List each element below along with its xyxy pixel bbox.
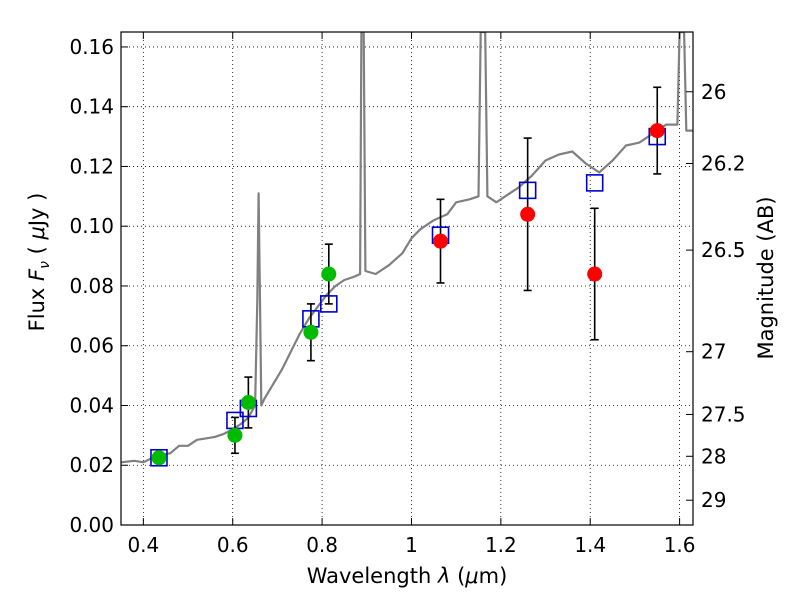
- y-tick-label: 0.16: [69, 35, 114, 59]
- y-axis-nu: ν: [37, 261, 53, 269]
- y-tick-label: 0.12: [69, 154, 114, 178]
- y-tick-label: 0.08: [69, 274, 114, 298]
- y-tick-label: 0.02: [69, 453, 114, 477]
- y-tick-label: 0.14: [69, 95, 114, 119]
- right-tick-label: 27: [701, 340, 726, 364]
- x-axis-paren: (: [450, 564, 465, 588]
- spectrum-line: [121, 32, 693, 464]
- right-tick-label: 28: [701, 444, 726, 468]
- plot-frame: [120, 31, 694, 526]
- y-tick-label: 0.00: [69, 513, 114, 537]
- model-square-series: [150, 127, 667, 467]
- y-tick-label: 0.10: [69, 214, 114, 238]
- model-square: [585, 174, 604, 192]
- grid: [121, 32, 693, 526]
- y-axis-title: Flux Fν ( μJy ): [25, 193, 53, 332]
- right-axis-title: Magnitude (AB): [754, 196, 778, 359]
- green-data-point: [227, 427, 243, 443]
- axis-ticks: 0.4 0.6 0.8 1 1.2 1.4 1.6 0.00 0.02 0.04 0.06 0.08 0…: [69, 32, 746, 557]
- right-tick-label: 27.5: [701, 402, 746, 426]
- y-axis-mu: μ: [25, 226, 49, 240]
- x-tick-label: 0.4: [127, 533, 159, 557]
- x-axis-mu: μ: [464, 564, 478, 588]
- x-axis-title-text: Wavelength: [307, 564, 438, 588]
- green-data-point: [303, 324, 319, 340]
- x-tick-label: 1.4: [574, 533, 606, 557]
- red-data-point: [587, 266, 603, 282]
- photometry-point-series: [151, 123, 665, 466]
- x-tick-label: 0.6: [217, 533, 249, 557]
- y-axis-paren: (: [25, 240, 49, 262]
- x-axis-lambda: λ: [437, 564, 450, 588]
- x-tick-label: 1: [405, 533, 418, 557]
- model-square: [319, 295, 338, 313]
- x-tick-label: 1.2: [485, 533, 517, 557]
- y-axis-unit: Jy ): [25, 193, 49, 229]
- spectrum-series: [121, 32, 693, 464]
- green-data-point: [240, 394, 256, 410]
- x-axis-title: Wavelength λ (μm): [307, 564, 508, 588]
- y-tick-label: 0.06: [69, 334, 114, 358]
- y-tick-label: 0.04: [69, 393, 114, 417]
- x-tick-label: 1.6: [664, 533, 696, 557]
- right-tick-label: 26: [701, 80, 726, 104]
- y-axis-title-text: Flux: [25, 281, 49, 331]
- right-tick-label: 26.5: [701, 238, 746, 262]
- red-data-point: [433, 233, 449, 249]
- model-square: [150, 448, 168, 467]
- y-axis-F: F: [25, 268, 49, 281]
- right-tick-label: 29: [701, 488, 726, 512]
- x-axis-unit: m): [479, 564, 508, 588]
- model-square: [518, 181, 537, 200]
- red-data-point: [520, 206, 536, 222]
- green-data-point: [151, 450, 167, 466]
- green-data-point: [321, 266, 337, 282]
- right-tick-label: 26.2: [701, 151, 746, 175]
- red-data-point: [649, 123, 665, 139]
- x-tick-label: 0.8: [306, 533, 338, 557]
